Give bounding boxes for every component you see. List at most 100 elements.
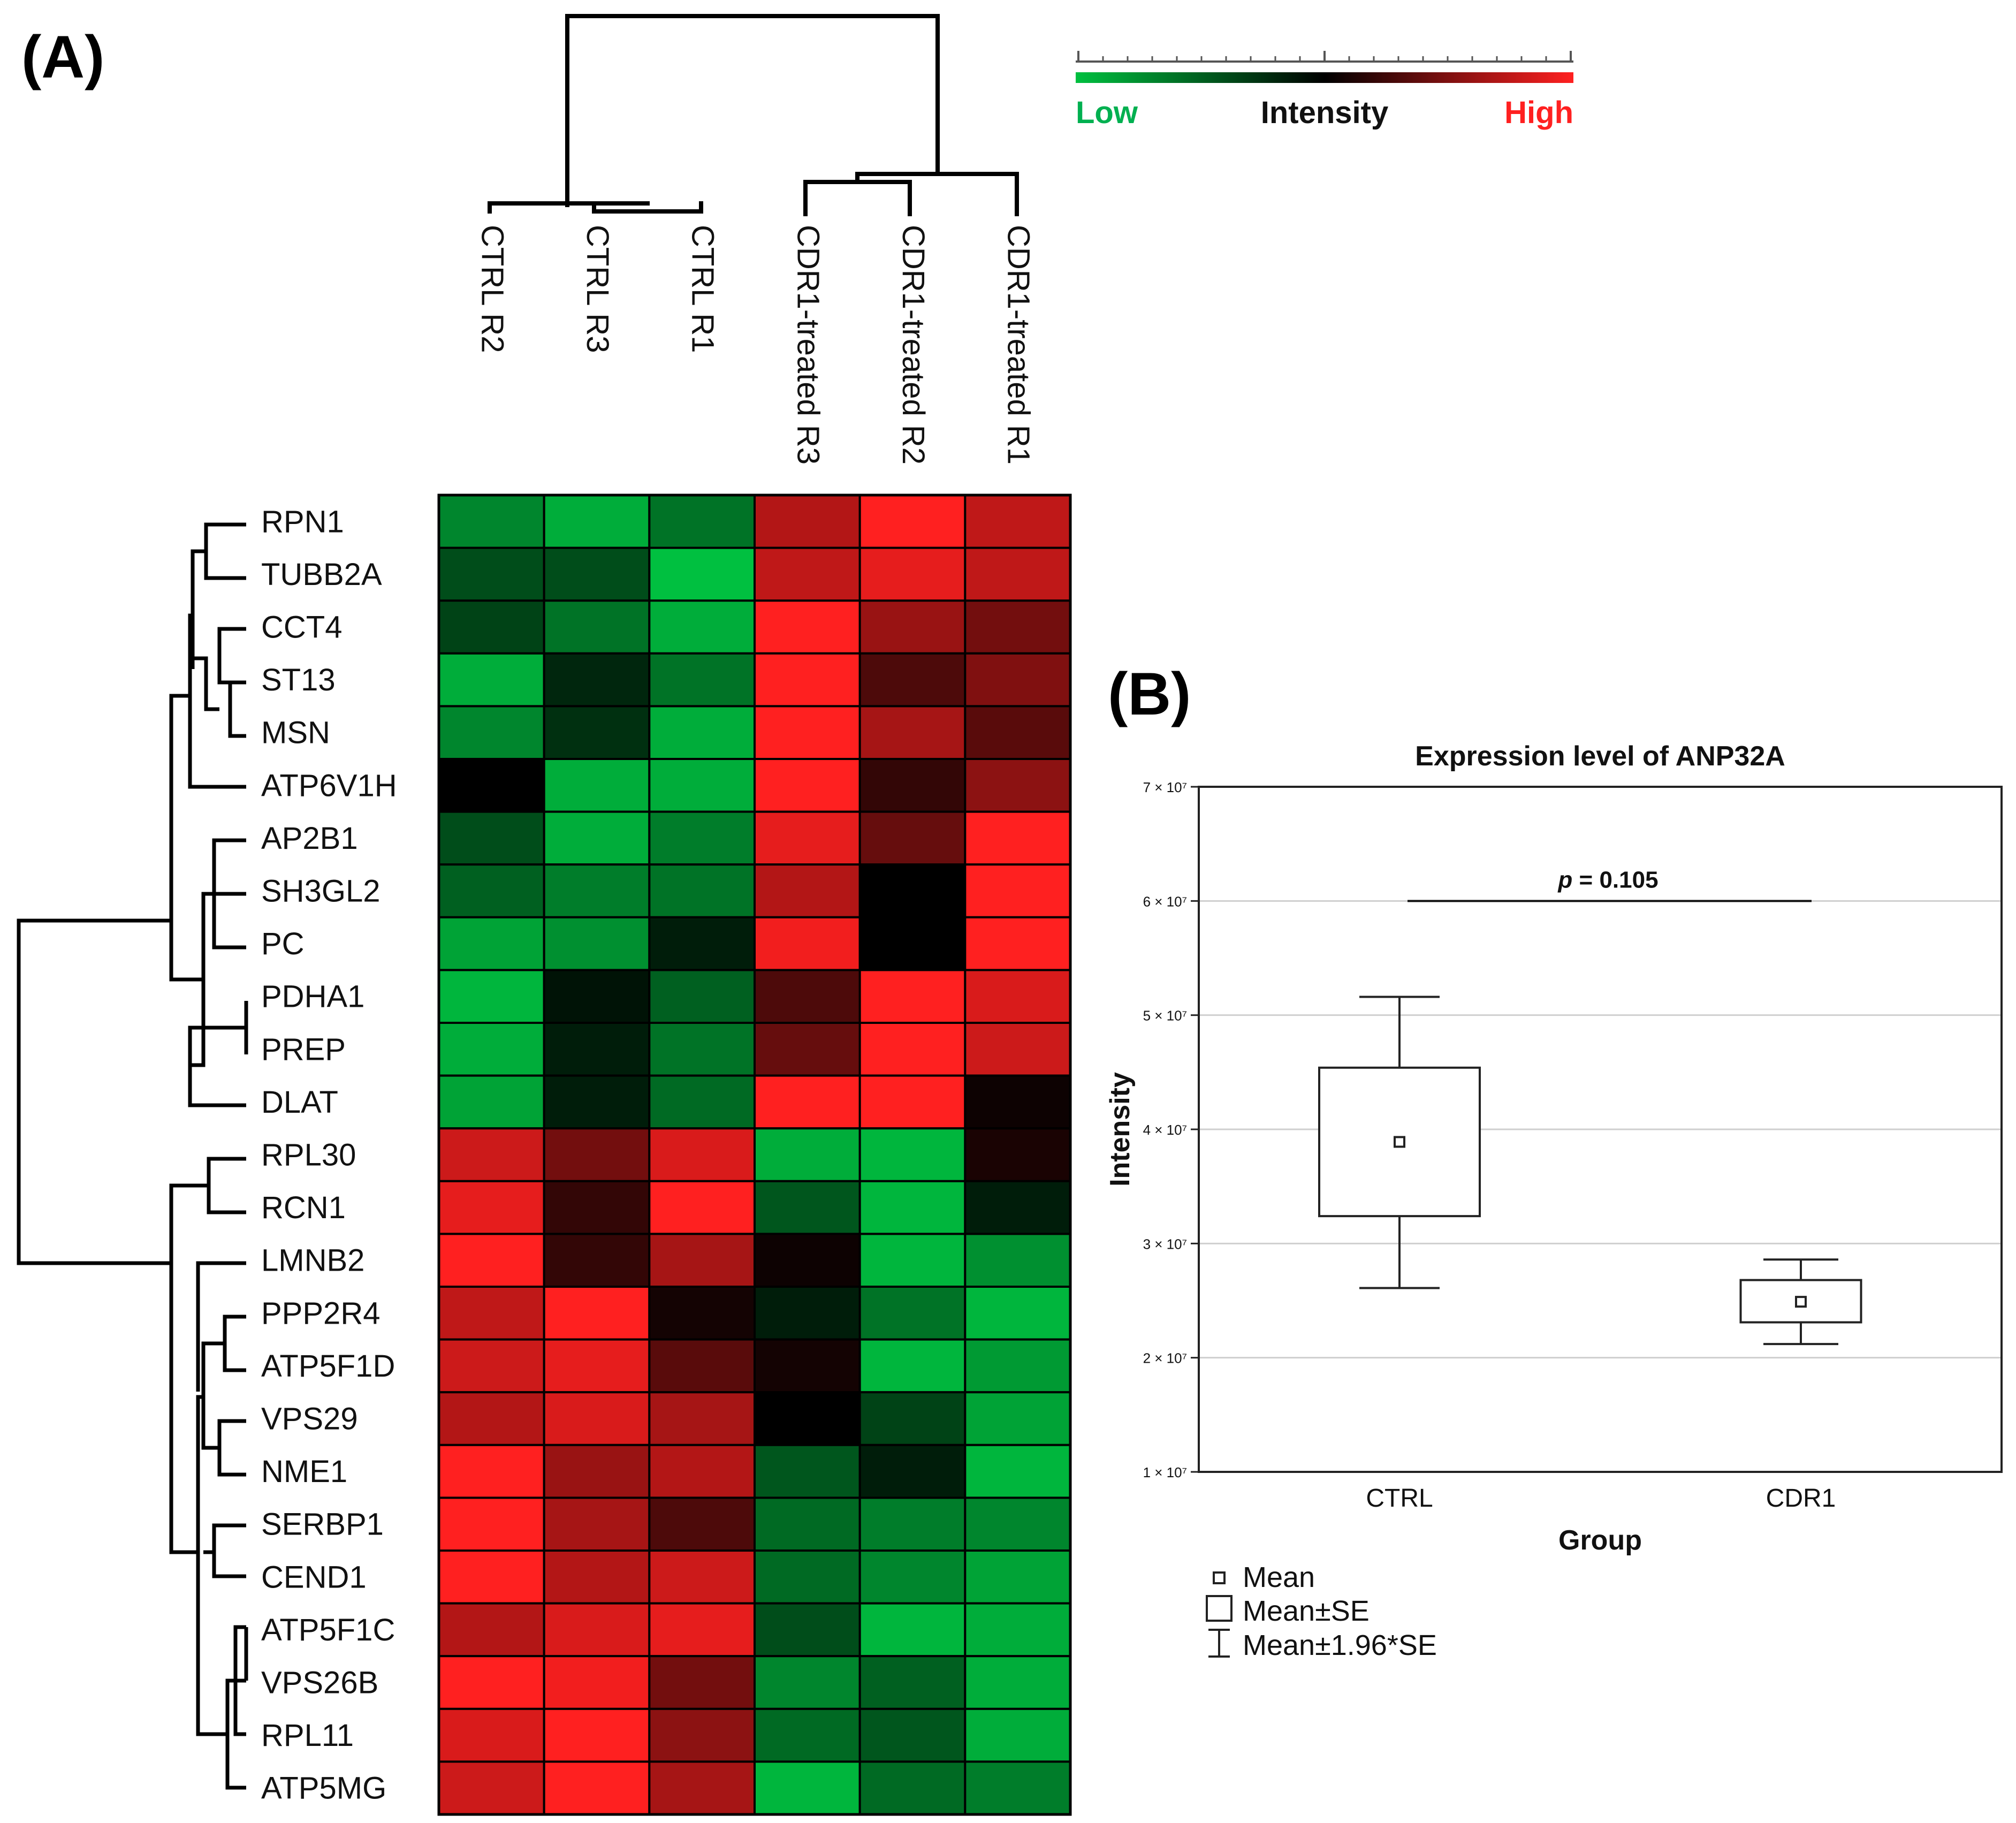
heatmap-cell-atp6v1h-5 [858, 758, 967, 813]
row-labels: RPN1 TUBB2A CCT4 ST13 MSN ATP6V1H AP2B1 SH3GL2 P… [261, 504, 397, 1805]
column-labels: CTRL R2 CTRL R3 CTRL R1 CDR1-treated R3 CDR1… [475, 225, 1036, 465]
heatmap-cell-tubb2a-3 [648, 546, 756, 602]
colorbar-high-label: High [1504, 95, 1573, 130]
heatmap-cell-rcn1-3 [648, 1180, 756, 1235]
boxplot-legend: Mean Mean±SE Mean±1.96*SE [1206, 1561, 1437, 1661]
row-label: RPN1 [261, 504, 344, 539]
row-label: PDHA1 [261, 979, 364, 1014]
heatmap-cell-atp5mg-2 [543, 1760, 651, 1816]
heatmap [438, 494, 1072, 1816]
heatmap-cell-dlat-5 [858, 1074, 967, 1130]
heatmap-cell-vps26b-4 [754, 1655, 861, 1710]
heatmap-cell-ppp2r4-2 [543, 1286, 651, 1341]
heatmap-cell-rcn1-4 [754, 1180, 861, 1235]
heatmap-cell-atp5f1d-6 [964, 1338, 1072, 1394]
legend-mean-label: Mean [1243, 1561, 1315, 1593]
heatmap-cell-prep-2 [543, 1022, 651, 1077]
row-label: AP2B1 [261, 821, 358, 856]
heatmap-cell-pdha1-3 [648, 969, 756, 1024]
row-label: ST13 [261, 663, 336, 697]
legend-mean-icon [1213, 1571, 1226, 1584]
heatmap-cell-cct4-1 [438, 599, 545, 655]
heatmap-cell-cct4-4 [754, 599, 861, 655]
row-label: NME1 [261, 1454, 347, 1489]
heatmap-cell-atp5f1d-3 [648, 1338, 756, 1394]
heatmap-cell-rpl30-2 [543, 1127, 651, 1182]
heatmap-cell-pdha1-1 [438, 969, 545, 1024]
heatmap-cell-cend1-5 [858, 1549, 967, 1605]
heatmap-cell-ap2b1-3 [648, 810, 756, 866]
heatmap-cell-ppp2r4-4 [754, 1286, 861, 1341]
column-label: CDR1-treated R1 [1001, 225, 1036, 465]
heatmap-cell-ap2b1-6 [964, 810, 1072, 866]
row-label: MSN [261, 716, 330, 750]
heatmap-cell-nme1-2 [543, 1444, 651, 1499]
heatmap-cell-msn-4 [754, 705, 861, 761]
heatmap-cell-rpl11-3 [648, 1707, 756, 1763]
heatmap-cell-rpl30-6 [964, 1127, 1072, 1182]
heatmap-cell-atp5f1c-3 [648, 1602, 756, 1658]
heatmap-cell-lmnb2-1 [438, 1233, 545, 1288]
heatmap-cell-serbp1-5 [858, 1497, 967, 1552]
y-tick-label: 6 × 10⁷ [1143, 893, 1187, 909]
heatmap-cell-msn-3 [648, 705, 756, 761]
heatmap-cell-atp5mg-4 [754, 1760, 861, 1816]
panel-a-label: (A) [21, 24, 104, 90]
box-cdr1: CDR1 [1739, 1258, 1862, 1513]
row-label: CEND1 [261, 1560, 367, 1594]
heatmap-cell-atp6v1h-3 [648, 758, 756, 813]
heatmap-cell-atp5f1c-4 [754, 1602, 861, 1658]
p-value-text: p = 0.105 [1557, 867, 1658, 893]
column-dendrogram [488, 14, 1019, 216]
heatmap-cell-cct4-6 [964, 599, 1072, 655]
heatmap-cell-sh3gl2-1 [438, 863, 545, 918]
heatmap-cell-lmnb2-2 [543, 1233, 651, 1288]
row-label: PREP [261, 1032, 346, 1067]
panel-b: (B) Expression level of ANP32A 1 × 10⁷ 2 … [1105, 660, 2003, 1661]
heatmap-cell-vps29-2 [543, 1391, 651, 1446]
heatmap-cell-cct4-2 [543, 599, 651, 655]
panel-a: (A) Low Intensity High CTRL R2 CTRL R3 CTR… [17, 14, 1573, 1816]
heatmap-cell-sh3gl2-2 [543, 863, 651, 918]
panel-b-label: (B) [1108, 660, 1191, 727]
heatmap-cell-pc-4 [754, 916, 861, 971]
row-dendrogram [17, 522, 248, 1790]
heatmap-cell-rpl11-4 [754, 1707, 861, 1763]
y-tick-label: 1 × 10⁷ [1143, 1464, 1187, 1480]
heatmap-cell-pdha1-2 [543, 969, 651, 1024]
heatmap-cell-pdha1-5 [858, 969, 967, 1024]
heatmap-cell-serbp1-2 [543, 1497, 651, 1552]
mean-marker [1795, 1296, 1807, 1308]
column-label: CDR1-treated R3 [790, 225, 825, 465]
heatmap-cell-lmnb2-5 [858, 1233, 967, 1288]
heatmap-cell-atp6v1h-1 [438, 758, 545, 813]
heatmap-cell-lmnb2-3 [648, 1233, 756, 1288]
heatmap-cell-tubb2a-5 [858, 546, 967, 602]
heatmap-cell-atp5f1d-2 [543, 1338, 651, 1394]
row-label: PC [261, 926, 305, 961]
heatmap-cell-rpl11-1 [438, 1707, 545, 1763]
heatmap-cell-rcn1-5 [858, 1180, 967, 1235]
row-label: ATP5F1C [261, 1613, 395, 1647]
row-label: DLAT [261, 1085, 338, 1120]
heatmap-cell-atp5mg-6 [964, 1760, 1072, 1816]
heatmap-cell-rcn1-2 [543, 1180, 651, 1235]
p-symbol: p [1557, 867, 1572, 893]
row-label: ATP5MG [261, 1771, 386, 1806]
heatmap-cell-vps26b-5 [858, 1655, 967, 1710]
heatmap-cell-sh3gl2-3 [648, 863, 756, 918]
heatmap-cell-rpl11-6 [964, 1707, 1072, 1763]
legend-se-icon [1206, 1595, 1233, 1622]
heatmap-cell-serbp1-6 [964, 1497, 1072, 1552]
heatmap-cell-pc-6 [964, 916, 1072, 971]
heatmap-cell-cend1-1 [438, 1549, 545, 1605]
y-axis-ticks: 1 × 10⁷ 2 × 10⁷ 3 × 10⁷ 4 × 10⁷ 5 × 10⁷ 6 × 1… [1143, 779, 1199, 1480]
heatmap-cell-dlat-2 [543, 1074, 651, 1130]
y-tick-label: 3 × 10⁷ [1143, 1236, 1187, 1252]
heatmap-cell-nme1-5 [858, 1444, 967, 1499]
heatmap-cell-rcn1-1 [438, 1180, 545, 1235]
heatmap-cell-nme1-4 [754, 1444, 861, 1499]
row-label: VPS29 [261, 1402, 358, 1437]
row-label: LMNB2 [261, 1243, 364, 1278]
